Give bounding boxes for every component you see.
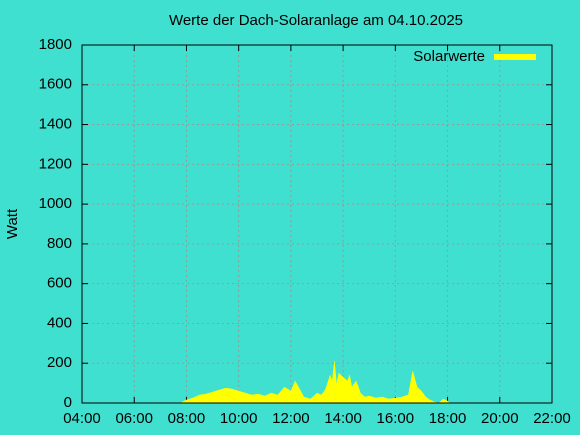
y-tick-label: 1400 — [39, 116, 72, 133]
y-tick-label: 0 — [64, 394, 72, 411]
y-tick-label: 600 — [47, 275, 72, 292]
x-tick-label: 12:00 — [272, 410, 310, 427]
plot-frame — [81, 44, 553, 404]
y-axis-label: Watt — [4, 208, 21, 239]
y-tick-label: 800 — [47, 235, 72, 252]
legend-swatch — [494, 54, 536, 60]
x-tick-label: 14:00 — [324, 410, 362, 427]
x-tick-label: 08:00 — [168, 410, 206, 427]
x-tick-label: 06:00 — [115, 410, 153, 427]
y-tick-label: 400 — [47, 314, 72, 331]
x-tick-label: 10:00 — [220, 410, 258, 427]
x-tick-label: 04:00 — [63, 410, 101, 427]
x-tick-label: 22:00 — [533, 410, 571, 427]
x-tick-label: 20:00 — [481, 410, 519, 427]
y-tick-label: 1600 — [39, 76, 72, 93]
y-tick-label: 1200 — [39, 155, 72, 172]
y-tick-label: 1000 — [39, 195, 72, 212]
y-tick-label: 200 — [47, 354, 72, 371]
area — [181, 361, 451, 404]
chart-title: Werte der Dach-Solaranlage am 04.10.2025 — [169, 12, 463, 29]
y-tick-label: 1800 — [39, 36, 72, 53]
x-tick-label: 16:00 — [377, 410, 415, 427]
x-tick-label: 18:00 — [429, 410, 467, 427]
legend-label: Solarwerte — [413, 48, 485, 65]
